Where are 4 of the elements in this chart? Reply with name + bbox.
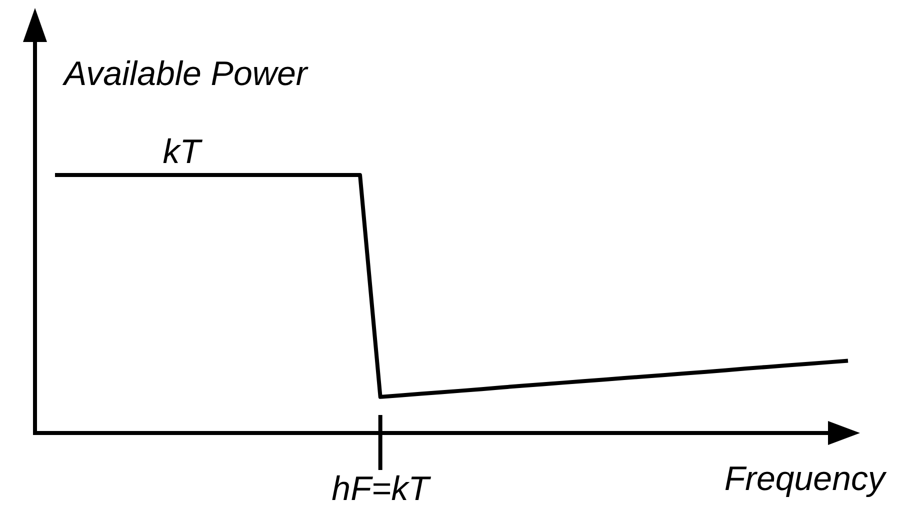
annotation: kT [162, 133, 203, 171]
y-axis-title: Available Power [62, 55, 309, 93]
x-axis-title: Frequency [724, 460, 887, 498]
text: hF=kT [332, 470, 432, 508]
